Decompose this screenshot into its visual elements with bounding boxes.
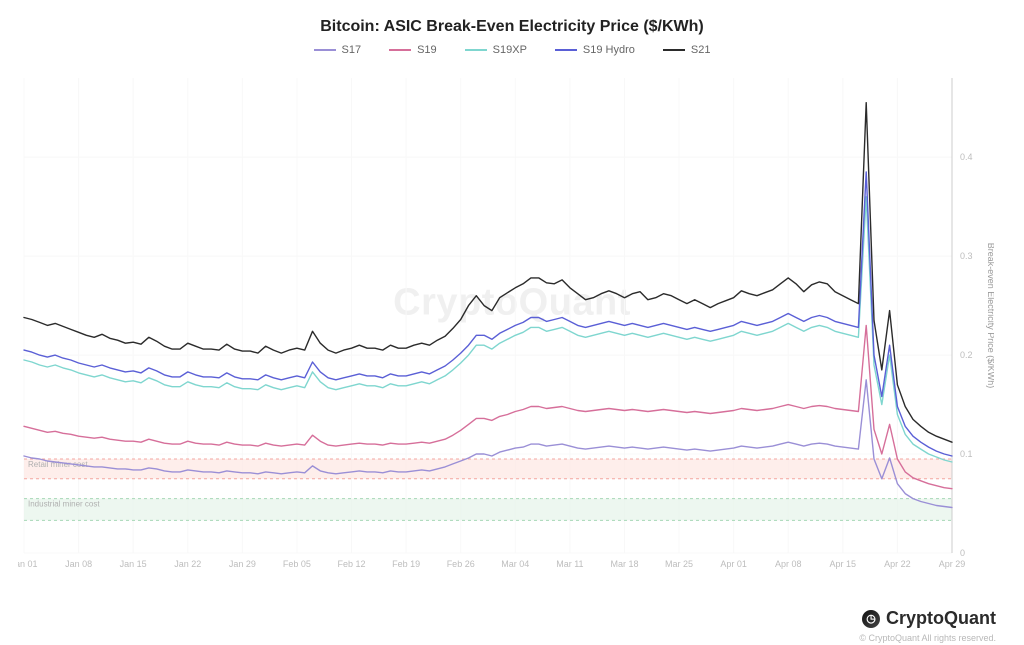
- legend-item: S17: [314, 44, 362, 56]
- svg-text:Jan 15: Jan 15: [120, 559, 147, 569]
- chart-container: Bitcoin: ASIC Break-Even Electricity Pri…: [0, 0, 1024, 645]
- svg-text:Feb 26: Feb 26: [447, 559, 475, 569]
- brand-logo: ◷ CryptoQuant: [862, 608, 996, 629]
- chart-title: Bitcoin: ASIC Break-Even Electricity Pri…: [0, 0, 1024, 36]
- svg-text:Mar 25: Mar 25: [665, 559, 693, 569]
- svg-text:Apr 01: Apr 01: [720, 559, 747, 569]
- svg-text:Apr 29: Apr 29: [939, 559, 966, 569]
- legend: S17 S19 S19XP S19 Hydro S21: [0, 44, 1024, 56]
- legend-label: S19 Hydro: [583, 44, 635, 56]
- legend-label: S19: [417, 44, 437, 56]
- svg-text:Mar 11: Mar 11: [556, 559, 583, 569]
- legend-label: S17: [342, 44, 362, 56]
- legend-item: S21: [663, 44, 711, 56]
- legend-item: S19: [389, 44, 437, 56]
- svg-text:Apr 22: Apr 22: [884, 559, 911, 569]
- legend-swatch: [465, 49, 487, 51]
- svg-text:Feb 12: Feb 12: [338, 559, 366, 569]
- plot-area: 0 0.1 0.2 0.3 0.4 Jan 01 Jan 08 Jan 15 Jan 22 Jan…: [18, 70, 994, 585]
- brand-text: CryptoQuant: [886, 608, 996, 629]
- svg-text:Feb 05: Feb 05: [283, 559, 311, 569]
- brand-icon: ◷: [862, 610, 880, 628]
- svg-text:Break-even Electricity Price (: Break-even Electricity Price ($/KWh): [986, 243, 994, 389]
- svg-text:Jan 29: Jan 29: [229, 559, 256, 569]
- svg-text:Mar 04: Mar 04: [501, 559, 529, 569]
- svg-text:0.1: 0.1: [960, 449, 973, 459]
- svg-text:Apr 08: Apr 08: [775, 559, 802, 569]
- svg-text:Apr 15: Apr 15: [830, 559, 857, 569]
- legend-swatch: [663, 49, 685, 51]
- legend-item: S19XP: [465, 44, 527, 56]
- svg-text:Mar 18: Mar 18: [610, 559, 638, 569]
- svg-text:0: 0: [960, 548, 965, 558]
- svg-text:Jan 22: Jan 22: [174, 559, 201, 569]
- svg-text:Industrial miner cost: Industrial miner cost: [28, 500, 100, 509]
- legend-label: S19XP: [493, 44, 527, 56]
- svg-text:Jan 01: Jan 01: [18, 559, 38, 569]
- svg-text:Feb 19: Feb 19: [392, 559, 420, 569]
- svg-text:0.3: 0.3: [960, 251, 973, 261]
- svg-text:Jan 08: Jan 08: [65, 559, 92, 569]
- legend-swatch: [389, 49, 411, 51]
- svg-text:0.2: 0.2: [960, 350, 973, 360]
- legend-swatch: [314, 49, 336, 51]
- legend-label: S21: [691, 44, 711, 56]
- credit-text: © CryptoQuant All rights reserved.: [859, 633, 996, 643]
- svg-text:0.4: 0.4: [960, 152, 973, 162]
- legend-item: S19 Hydro: [555, 44, 635, 56]
- chart-svg: 0 0.1 0.2 0.3 0.4 Jan 01 Jan 08 Jan 15 Jan 22 Jan…: [18, 70, 994, 585]
- legend-swatch: [555, 49, 577, 51]
